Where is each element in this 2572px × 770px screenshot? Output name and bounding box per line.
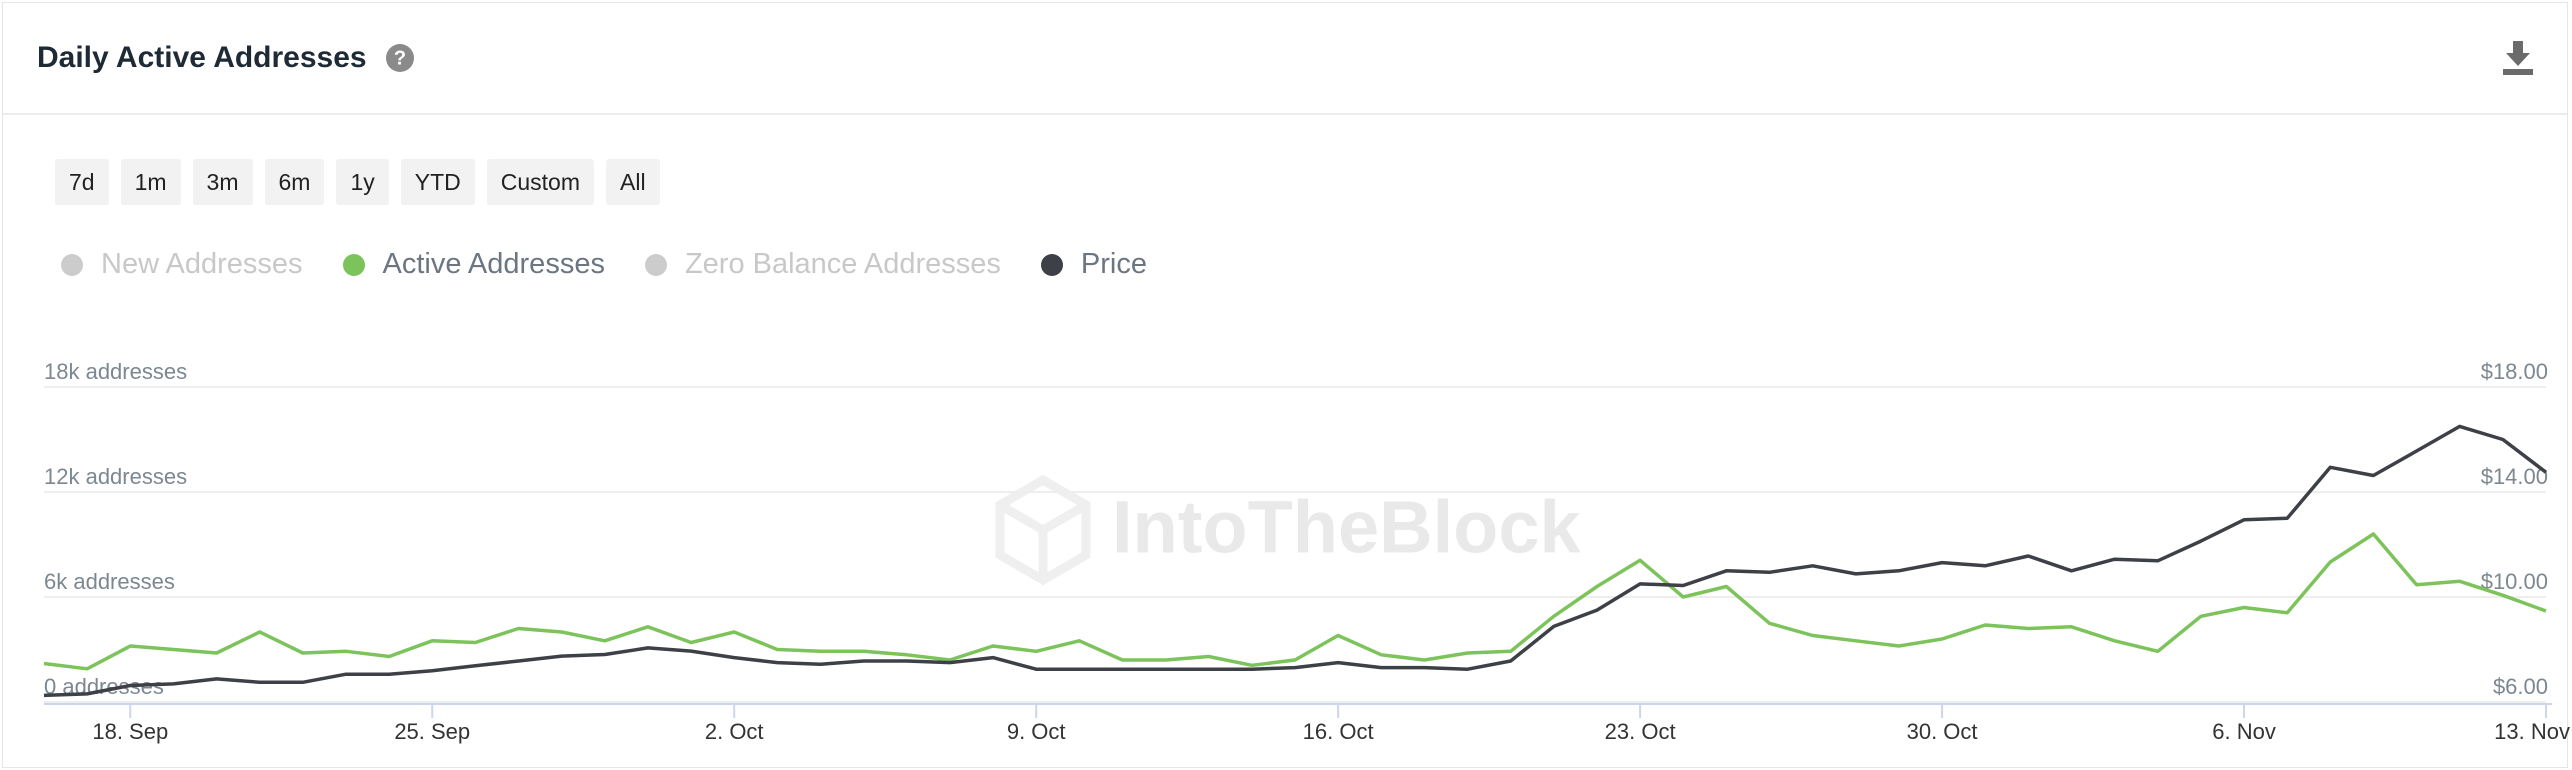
range-button[interactable]: 6m	[264, 159, 325, 205]
legend-label: Price	[1080, 248, 1147, 280]
watermark	[995, 474, 1091, 586]
range-button[interactable]: 3m	[192, 159, 253, 205]
range-button[interactable]: All	[606, 159, 660, 205]
y2-tick-label: $10.00	[2481, 569, 2548, 594]
range-button[interactable]: Custom	[486, 159, 594, 205]
y2-tick-label: $6.00	[2493, 674, 2548, 699]
x-tick-label: 30. Oct	[1907, 719, 1978, 744]
legend-item[interactable]: Zero Balance Addresses	[644, 248, 1001, 281]
x-tick-label: 16. Oct	[1303, 719, 1374, 744]
series-line	[43, 532, 2547, 671]
y-tick-label: 12k addresses	[44, 464, 187, 489]
x-tick-label: 18. Sep	[92, 719, 168, 744]
series-line	[43, 424, 2548, 698]
x-tick-label: 6. Nov	[2212, 719, 2276, 744]
legend-marker	[61, 253, 83, 276]
legend-item[interactable]: New Addresses	[61, 248, 303, 281]
legend-item[interactable]: Active Addresses	[342, 248, 605, 281]
legend-marker	[644, 253, 667, 276]
legend-label: Active Addresses	[382, 248, 605, 280]
download-icon[interactable]	[2503, 41, 2533, 75]
header: Daily Active Addresses ?	[3, 3, 2567, 115]
svg-text:?: ?	[394, 47, 406, 69]
range-button[interactable]: 1m	[120, 159, 181, 205]
legend-marker	[342, 253, 365, 276]
y-tick-label: 18k addresses	[44, 359, 187, 384]
y2-tick-label: $18.00	[2481, 359, 2548, 384]
header-icons: ?	[386, 41, 2533, 75]
y-tick-label: 6k addresses	[44, 569, 175, 594]
range-button[interactable]: 1y	[336, 159, 389, 205]
x-tick-label: 23. Oct	[1605, 719, 1676, 744]
watermark-text: IntoTheBlock	[1112, 486, 1582, 569]
legend-item[interactable]: Price	[1040, 248, 1147, 281]
y2-tick-label: $14.00	[2481, 464, 2548, 489]
range-buttons: 7d 1m 3m 6m 1y YTD Custom All	[55, 159, 660, 205]
x-tick-label: 25. Sep	[394, 719, 470, 744]
help-icon[interactable]: ?	[386, 44, 414, 72]
legend-marker	[1040, 253, 1063, 276]
legend-label: New Addresses	[101, 248, 303, 280]
x-tick-label: 2. Oct	[705, 719, 764, 744]
range-button[interactable]: YTD	[400, 159, 475, 205]
legend-label: Zero Balance Addresses	[684, 248, 1001, 280]
range-button[interactable]: 7d	[55, 159, 109, 205]
x-tick-label: 13. Nov	[2494, 719, 2570, 744]
x-tick-label: 9. Oct	[1007, 719, 1066, 744]
legend: New Addresses Active Addresses Zero Balanc…	[61, 248, 1147, 281]
title: Daily Active Addresses	[37, 41, 367, 74]
